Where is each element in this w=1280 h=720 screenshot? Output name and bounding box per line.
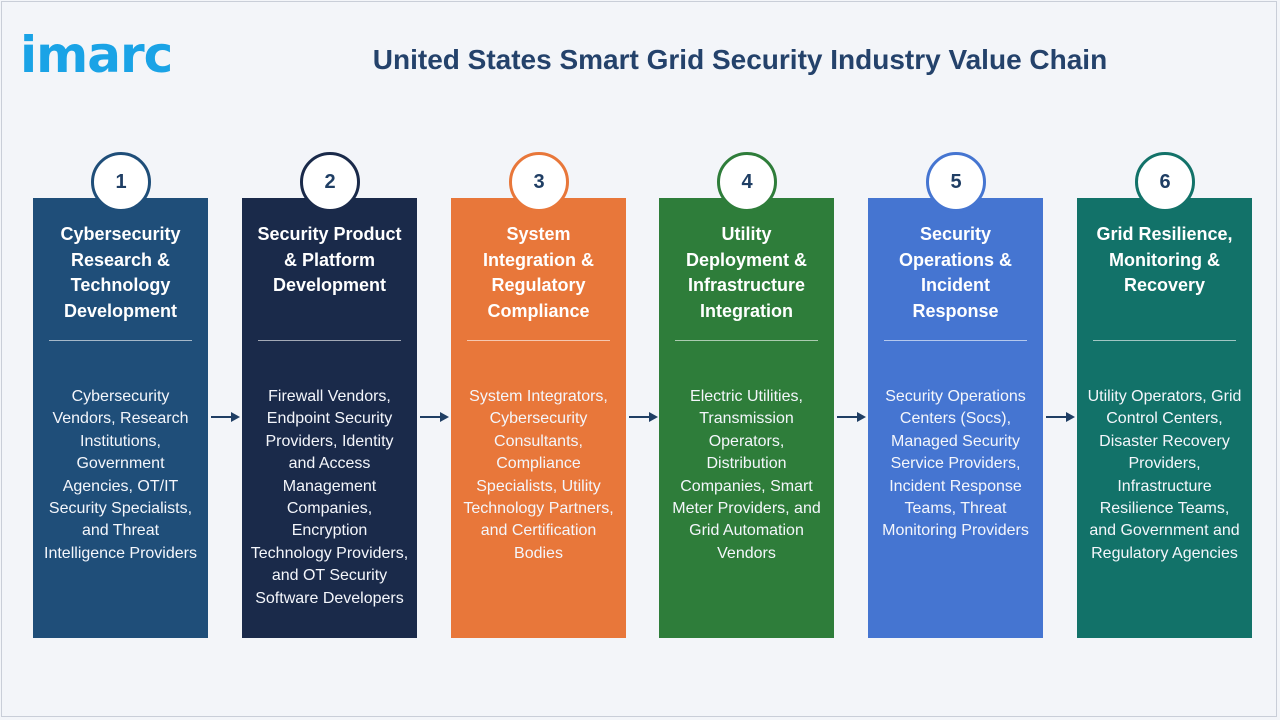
arrow-right-icon [629,412,658,422]
stage-number-badge: 5 [926,152,986,212]
stage-number-badge: 6 [1135,152,1195,212]
arrow-right-icon [420,412,449,422]
stage-description: Utility Operators, Grid Control Centers,… [1087,388,1242,562]
arrow-right-icon [211,412,240,422]
stage-divider [1093,340,1236,341]
stage-card: Grid Resilience, Monitoring & Recovery Ut… [1077,198,1252,638]
stage-number-badge: 1 [91,152,151,212]
stage-card: Cybersecurity Research & Technology Deve… [33,198,208,638]
arrow-right-icon [837,412,866,422]
imarc-logo: imarc [20,26,173,84]
stage-card: System Integration & Regulatory Complian… [451,198,626,638]
stage-divider [49,340,192,341]
stage-divider [467,340,610,341]
stage-divider [884,340,1027,341]
stage-card: Security Operations & Incident Response S… [868,198,1043,638]
stage-description: Cybersecurity Vendors, Research Institut… [44,388,197,562]
stage-title: Grid Resilience, Monitoring & Recovery [1096,224,1233,295]
stage-description: Security Operations Centers (Socs), Mana… [882,388,1029,540]
stage-card: Security Product & Platform Development F… [242,198,417,638]
stage-description: System Integrators, Cybersecurity Consul… [463,388,614,562]
arrow-right-icon [1046,412,1075,422]
stage-title: System Integration & Regulatory Complian… [483,224,594,321]
stage-description: Firewall Vendors, Endpoint Security Prov… [250,388,409,607]
stage-title: Utility Deployment & Infrastructure Inte… [685,224,808,321]
stage-card: Utility Deployment & Infrastructure Inte… [659,198,834,638]
stage-divider [258,340,401,341]
stage-title: Cybersecurity Research & Technology Deve… [60,224,181,321]
stage-title: Security Product & Platform Development [257,224,402,295]
stage-number-badge: 3 [509,152,569,212]
page-title: United States Smart Grid Security Indust… [372,44,1108,75]
stage-divider [675,340,818,341]
stage-title: Security Operations & Incident Response [898,224,1013,321]
stage-number-badge: 4 [717,152,777,212]
stage-description: Electric Utilities, Transmission Operato… [672,388,821,562]
stage-number-badge: 2 [300,152,360,212]
